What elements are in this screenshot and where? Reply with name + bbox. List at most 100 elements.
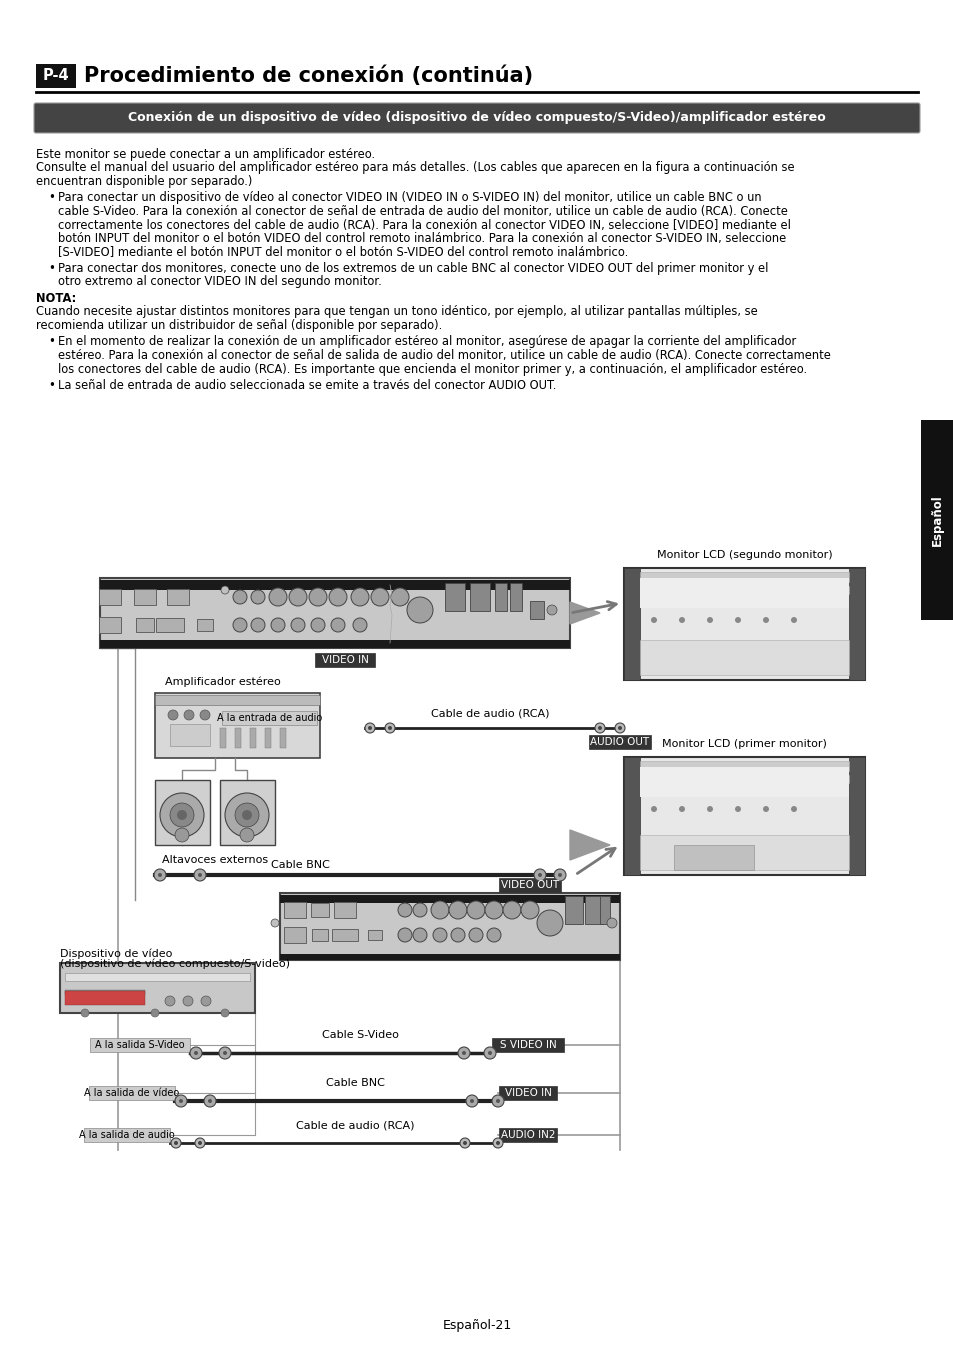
Circle shape <box>615 724 624 733</box>
Bar <box>495 583 506 612</box>
Circle shape <box>391 589 409 606</box>
Bar <box>673 845 753 869</box>
Circle shape <box>289 589 307 606</box>
Circle shape <box>598 726 601 730</box>
Text: A la entrada de audio: A la entrada de audio <box>217 713 322 724</box>
Bar <box>530 601 543 620</box>
Text: correctamente los conectores del cable de audio (RCA). Para la conexión al conec: correctamente los conectores del cable d… <box>58 219 790 231</box>
Circle shape <box>311 618 325 632</box>
Polygon shape <box>569 602 599 624</box>
Circle shape <box>160 792 204 837</box>
Text: VIDEO OUT: VIDEO OUT <box>500 880 558 890</box>
Circle shape <box>465 1095 477 1107</box>
Circle shape <box>762 806 768 811</box>
Circle shape <box>457 1048 470 1058</box>
Bar <box>848 757 864 875</box>
Circle shape <box>368 726 372 730</box>
Bar <box>498 878 560 892</box>
Circle shape <box>158 873 162 878</box>
Bar <box>368 930 381 940</box>
Text: AUDIO OUT: AUDIO OUT <box>590 737 649 747</box>
Circle shape <box>221 586 229 594</box>
Circle shape <box>650 617 657 622</box>
Circle shape <box>183 996 193 1006</box>
Circle shape <box>483 1048 496 1058</box>
Bar <box>196 620 213 630</box>
Circle shape <box>496 1141 499 1145</box>
Circle shape <box>153 869 166 882</box>
Bar <box>623 757 864 875</box>
FancyBboxPatch shape <box>34 103 919 134</box>
Bar <box>280 954 619 960</box>
Circle shape <box>223 1052 227 1054</box>
Bar <box>265 728 271 748</box>
Bar <box>639 640 848 675</box>
Bar <box>599 896 609 923</box>
Circle shape <box>190 1048 202 1058</box>
Circle shape <box>242 810 252 819</box>
Circle shape <box>353 618 367 632</box>
Circle shape <box>201 996 211 1006</box>
Text: Amplificador estéreo: Amplificador estéreo <box>165 676 280 687</box>
Circle shape <box>618 726 621 730</box>
Circle shape <box>168 710 178 720</box>
Text: botón INPUT del monitor o el botón VIDEO del control remoto inalámbrico. Para la: botón INPUT del monitor o el botón VIDEO… <box>58 232 785 244</box>
Circle shape <box>413 927 427 942</box>
Text: Conexión de un dispositivo de vídeo (dispositivo de vídeo compuesto/S-Video)/amp: Conexión de un dispositivo de vídeo (dis… <box>128 112 825 124</box>
Text: Para conectar un dispositivo de vídeo al conector VIDEO IN (VIDEO IN o S-VIDEO I: Para conectar un dispositivo de vídeo al… <box>58 192 760 204</box>
Circle shape <box>462 1141 467 1145</box>
Bar <box>334 902 355 918</box>
Text: •: • <box>48 192 55 204</box>
Bar <box>60 963 254 1012</box>
Bar <box>65 973 250 981</box>
Circle shape <box>251 590 265 603</box>
Bar <box>623 568 639 680</box>
Circle shape <box>174 1095 187 1107</box>
Circle shape <box>706 617 712 622</box>
Text: P-4: P-4 <box>43 69 70 84</box>
Text: los conectores del cable de audio (RCA). Es importante que encienda el monitor p: los conectores del cable de audio (RCA).… <box>58 363 806 375</box>
Circle shape <box>502 900 520 919</box>
Circle shape <box>762 617 768 622</box>
Bar <box>133 589 156 605</box>
Bar <box>284 902 306 918</box>
Bar <box>444 583 464 612</box>
Bar <box>848 568 864 680</box>
Circle shape <box>204 1095 215 1107</box>
Text: Para conectar dos monitores, conecte uno de los extremos de un cable BNC al cone: Para conectar dos monitores, conecte uno… <box>58 262 767 275</box>
Circle shape <box>397 927 412 942</box>
Circle shape <box>309 589 327 606</box>
Circle shape <box>537 910 562 936</box>
Circle shape <box>233 590 247 603</box>
Text: S VIDEO IN: S VIDEO IN <box>499 1040 556 1050</box>
Circle shape <box>184 710 193 720</box>
Bar <box>90 1038 190 1052</box>
Text: otro extremo al conector VIDEO IN del segundo monitor.: otro extremo al conector VIDEO IN del se… <box>58 275 381 289</box>
Text: Dispositivo de vídeo: Dispositivo de vídeo <box>60 949 172 958</box>
Text: •: • <box>48 262 55 275</box>
Bar <box>100 640 569 648</box>
Bar <box>639 836 848 869</box>
Circle shape <box>194 1138 205 1148</box>
Circle shape <box>388 726 392 730</box>
Circle shape <box>467 900 484 919</box>
Text: VIDEO IN: VIDEO IN <box>321 655 368 666</box>
Bar <box>311 903 329 917</box>
Circle shape <box>397 903 412 917</box>
Circle shape <box>431 900 449 919</box>
Text: La señal de entrada de audio seleccionada se emite a través del conector AUDIO O: La señal de entrada de audio seleccionad… <box>58 379 556 391</box>
Circle shape <box>606 918 617 927</box>
Circle shape <box>177 810 187 819</box>
Bar <box>639 572 848 582</box>
Bar <box>99 617 121 633</box>
Circle shape <box>595 724 604 733</box>
Circle shape <box>493 1138 502 1148</box>
Bar <box>100 578 569 648</box>
Circle shape <box>233 618 247 632</box>
Circle shape <box>469 927 482 942</box>
Bar <box>65 991 145 1004</box>
Bar <box>156 618 184 632</box>
Circle shape <box>171 1138 181 1148</box>
Circle shape <box>193 869 206 882</box>
Circle shape <box>534 869 545 882</box>
